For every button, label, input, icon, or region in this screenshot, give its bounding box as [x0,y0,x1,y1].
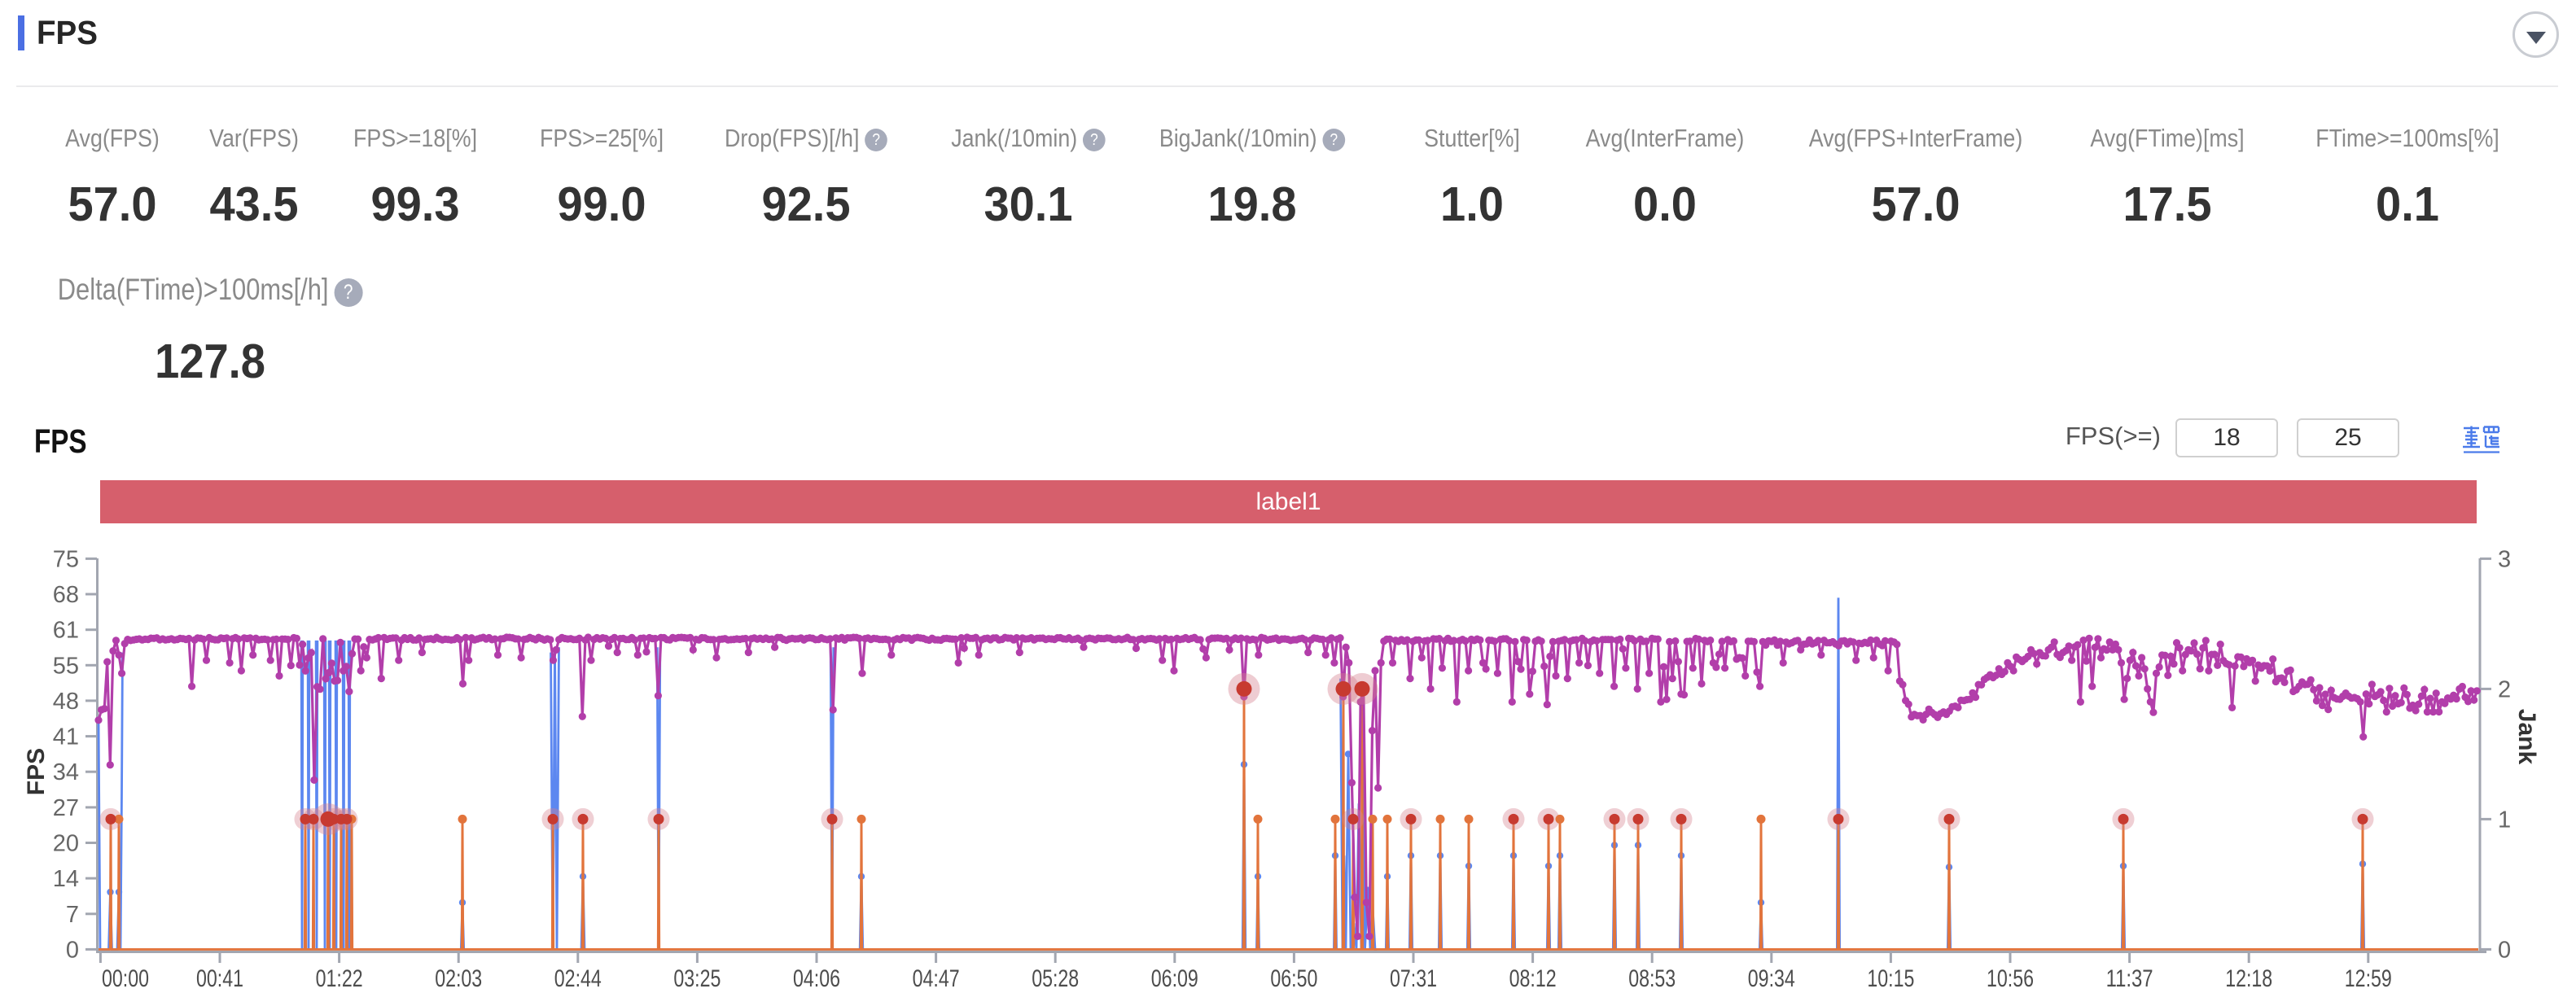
svg-text:14: 14 [53,866,79,892]
svg-text:06:09: 06:09 [1151,965,1198,992]
svg-text:01:22: 01:22 [316,965,363,992]
svg-text:10:56: 10:56 [1987,965,2034,992]
svg-text:34: 34 [53,759,79,785]
svg-text:06:50: 06:50 [1270,965,1317,992]
svg-text:00:00: 00:00 [102,965,149,992]
svg-text:0: 0 [66,937,79,963]
svg-text:41: 41 [53,724,79,750]
svg-text:7: 7 [66,902,79,928]
svg-text:07:31: 07:31 [1390,965,1437,992]
svg-text:27: 27 [53,795,79,821]
svg-text:04:06: 04:06 [793,965,840,992]
svg-text:3: 3 [2498,546,2511,572]
svg-text:02:03: 02:03 [435,965,482,992]
svg-text:48: 48 [53,689,79,715]
svg-text:68: 68 [53,582,79,608]
svg-text:61: 61 [53,618,79,644]
svg-text:12:18: 12:18 [2225,965,2272,992]
svg-text:03:25: 03:25 [673,965,721,992]
svg-text:55: 55 [53,653,79,679]
svg-text:04:47: 04:47 [913,965,960,992]
svg-text:05:28: 05:28 [1032,965,1079,992]
svg-text:12:59: 12:59 [2345,965,2392,992]
svg-text:Jank: Jank [2513,709,2540,765]
svg-text:02:44: 02:44 [554,965,602,992]
svg-text:75: 75 [53,546,79,572]
svg-text:08:12: 08:12 [1509,965,1557,992]
svg-text:10:15: 10:15 [1867,965,1914,992]
svg-text:2: 2 [2498,676,2511,702]
svg-text:11:37: 11:37 [2106,965,2153,992]
svg-text:08:53: 08:53 [1628,965,1676,992]
svg-text:FPS: FPS [23,748,50,795]
svg-text:20: 20 [53,831,79,857]
svg-text:00:41: 00:41 [196,965,243,992]
svg-text:0: 0 [2498,937,2511,963]
svg-text:09:34: 09:34 [1748,965,1795,992]
svg-text:1: 1 [2498,807,2511,833]
